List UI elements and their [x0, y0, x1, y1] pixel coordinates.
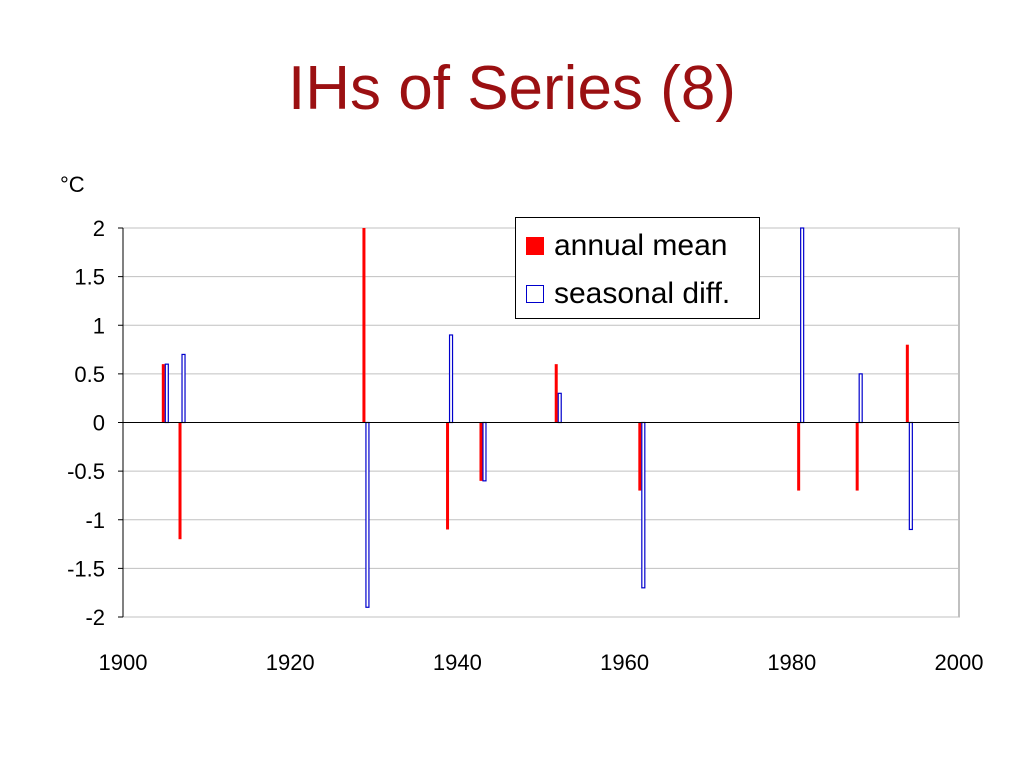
y-tick-label: 0	[93, 411, 105, 436]
x-tick-label: 2000	[935, 650, 984, 675]
bar-annual-mean	[905, 344, 909, 423]
y-axis-unit-label: °C	[60, 172, 85, 197]
page-title: IHs of Series (8)	[288, 54, 736, 123]
bar-annual-mean	[797, 422, 801, 491]
bar-seasonal-diff	[164, 363, 169, 424]
x-tick-label: 1960	[600, 650, 649, 675]
legend-label-seasonal-diff: seasonal diff.	[554, 277, 731, 310]
bar-annual-mean	[362, 228, 366, 423]
bar-annual-mean	[855, 422, 859, 491]
bar-seasonal-diff	[858, 373, 863, 424]
legend-item-seasonal-diff: seasonal diff.	[526, 274, 730, 314]
legend-swatch-annual-mean	[526, 237, 544, 255]
y-tick-label: -1.5	[67, 556, 105, 581]
y-tick-label: -2	[85, 605, 105, 630]
x-tick-label: 1940	[433, 650, 482, 675]
axes	[118, 227, 959, 618]
x-tick-label: 1900	[99, 650, 148, 675]
y-tick-label: -0.5	[67, 459, 105, 484]
bar-annual-mean	[638, 422, 642, 491]
y-tick-labels: 2 1.5 1 0.5 0 -0.5 -1 -1.5 -2	[67, 216, 105, 630]
bar-seasonal-diff	[908, 421, 913, 531]
x-tick-label: 1980	[767, 650, 816, 675]
x-tick-label: 1920	[266, 650, 315, 675]
bar-annual-mean	[446, 422, 450, 530]
x-tick-labels: 1900 1920 1940 1960 1980 2000	[99, 650, 984, 675]
y-tick-label: 2	[93, 216, 105, 241]
bar-annual-mean	[554, 364, 558, 423]
bar-annual-mean	[161, 364, 165, 423]
bar-seasonal-diff	[482, 421, 487, 482]
y-tick-label: 1.5	[74, 265, 105, 290]
y-tick-label: 1	[93, 313, 105, 338]
legend-label-annual-mean: annual mean	[554, 229, 728, 262]
y-tick-label: -1	[85, 508, 105, 533]
legend-swatch-seasonal-diff	[526, 285, 544, 303]
bar-seasonal-diff	[181, 353, 186, 424]
bar-annual-mean	[479, 422, 483, 481]
bar-seasonal-diff	[365, 421, 370, 608]
bar-seasonal-diff	[800, 227, 805, 424]
legend-item-annual-mean: annual mean	[526, 226, 727, 266]
bar-annual-mean	[178, 422, 182, 540]
legend: annual mean seasonal diff.	[515, 217, 760, 319]
bar-seasonal-diff	[448, 334, 454, 424]
bar-seasonal-diff	[557, 392, 562, 424]
y-tick-label: 0.5	[74, 362, 105, 387]
gridlines	[123, 227, 959, 618]
bar-seasonal-diff	[641, 421, 646, 589]
